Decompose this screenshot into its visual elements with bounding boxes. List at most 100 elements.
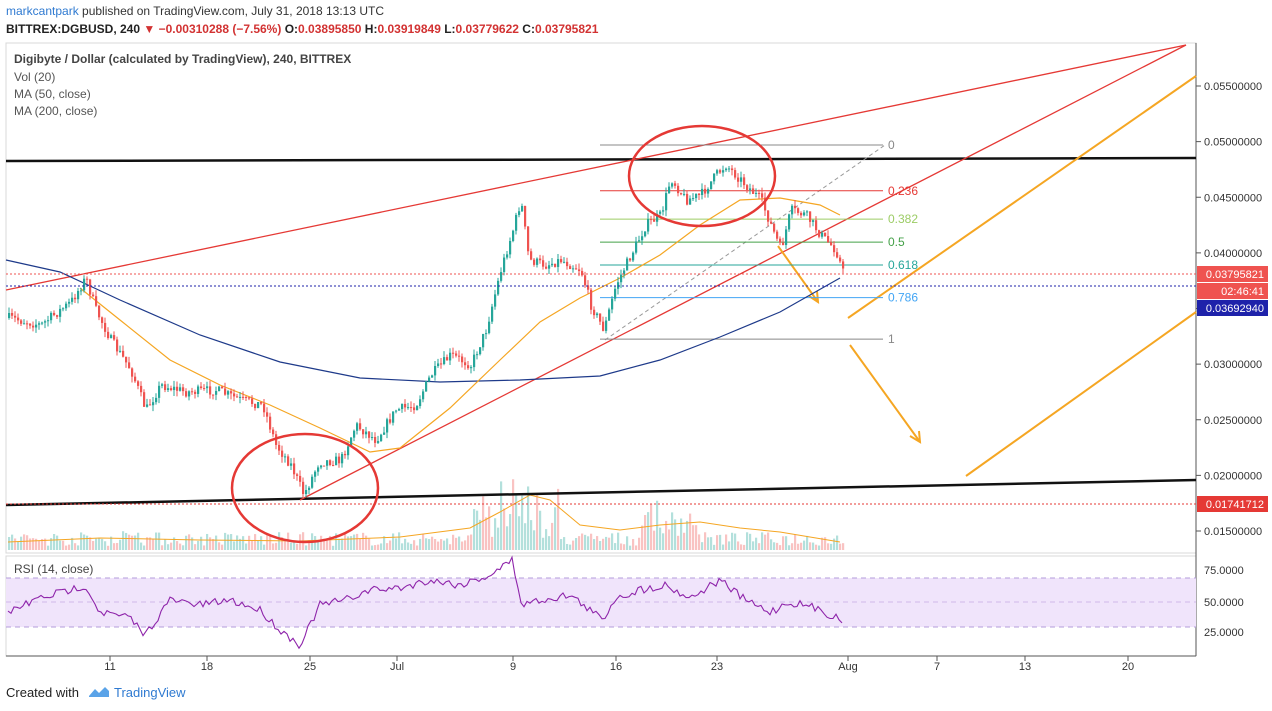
- volume-bar: [371, 545, 374, 550]
- volume-bar: [839, 543, 842, 550]
- candle-body: [290, 463, 293, 466]
- volume-bar: [719, 534, 722, 550]
- candle-body: [392, 411, 395, 423]
- volume-bar: [692, 525, 695, 550]
- time-tick-label: 11: [104, 661, 115, 673]
- volume-bar: [263, 544, 266, 550]
- author-link[interactable]: markcantpark: [6, 4, 79, 18]
- candle-body: [422, 391, 425, 400]
- volume-bar: [503, 508, 506, 550]
- candle-body: [101, 317, 104, 323]
- candle-body: [692, 198, 695, 200]
- candle-body: [461, 356, 464, 363]
- time-tick-label: 7: [934, 661, 940, 673]
- candle-body: [785, 229, 788, 246]
- candle-body: [227, 391, 230, 395]
- volume-bar: [125, 532, 128, 550]
- volume-bar: [530, 520, 533, 550]
- candle-body: [362, 429, 365, 435]
- candle-body: [515, 214, 518, 231]
- volume-bar: [737, 541, 740, 550]
- candle-body: [548, 265, 551, 269]
- volume-bar: [626, 536, 629, 550]
- ohlc-l-label: L:: [444, 22, 456, 36]
- candle-body: [23, 323, 26, 325]
- candle-body: [83, 278, 86, 291]
- volume-bar: [62, 540, 65, 550]
- candle-body: [779, 238, 782, 243]
- candle-body: [8, 313, 11, 318]
- price-tick-label: 0.04000000: [1204, 248, 1262, 260]
- volume-bar: [341, 538, 344, 550]
- candle-body: [635, 241, 638, 253]
- candle-body: [731, 168, 734, 171]
- candle-body: [758, 192, 761, 194]
- candle-body: [578, 269, 581, 272]
- volume-bar: [644, 515, 647, 550]
- candle-body: [59, 308, 62, 317]
- candle-body: [245, 396, 248, 398]
- upper-red-trendline: [5, 44, 1187, 291]
- volume-bar: [767, 532, 770, 550]
- volume-bar: [779, 545, 782, 550]
- candle-body: [41, 322, 44, 324]
- candle-body: [680, 193, 683, 195]
- resistance-line: [5, 156, 1197, 163]
- volume-bar: [377, 544, 380, 550]
- volume-bar: [365, 535, 368, 550]
- candle-body: [482, 333, 485, 348]
- support-line: [5, 478, 1197, 507]
- time-tick-label: 20: [1122, 661, 1134, 673]
- volume-bar: [467, 535, 470, 550]
- volume-bar: [38, 540, 41, 550]
- volume-bar: [488, 506, 491, 550]
- symbol: BITTREX:DGBUSD, 240: [6, 22, 141, 36]
- volume-bar: [815, 544, 818, 550]
- volume-bar: [230, 534, 233, 550]
- candle-body: [689, 198, 692, 205]
- price-label-text: 0.03795821: [1206, 269, 1264, 281]
- candle-body: [806, 211, 809, 213]
- volume-bar: [242, 536, 245, 550]
- ma50-line: [79, 197, 841, 453]
- volume-bar: [596, 536, 599, 550]
- candle-body: [722, 170, 725, 173]
- volume-bar: [344, 534, 347, 550]
- volume-bar: [623, 544, 626, 550]
- candle-body: [335, 456, 338, 466]
- candle-body: [788, 214, 791, 230]
- candle-body: [626, 258, 629, 271]
- chart-title: Digibyte / Dollar (calculated by Trading…: [14, 52, 352, 66]
- volume-bar: [437, 541, 440, 550]
- volume-bar: [419, 538, 422, 550]
- volume-bar: [236, 535, 239, 550]
- volume-bar: [167, 544, 170, 550]
- volume-bar: [833, 538, 836, 550]
- candle-body: [557, 259, 560, 267]
- candle-body: [812, 220, 815, 222]
- tradingview-link[interactable]: TradingView: [114, 685, 186, 700]
- candle-body: [473, 354, 476, 368]
- ohlc-open: 0.03895850: [298, 22, 362, 36]
- candle-body: [464, 362, 467, 366]
- price-label-text: 0.01741712: [1206, 499, 1264, 511]
- volume-bar: [155, 532, 158, 550]
- volume-bar: [650, 503, 653, 550]
- fib-level-label: 0.786: [888, 291, 918, 305]
- volume-bar: [734, 533, 737, 550]
- volume-bar: [101, 538, 104, 550]
- volume-bar: [710, 537, 713, 550]
- candle-body: [356, 423, 359, 431]
- volume-bar: [248, 535, 251, 550]
- candle-body: [359, 423, 362, 430]
- volume-bar: [170, 542, 173, 550]
- volume-bar: [215, 535, 218, 550]
- volume-bar: [776, 542, 779, 550]
- volume-bar: [290, 542, 293, 550]
- volume-bar: [677, 535, 680, 550]
- candle-body: [554, 263, 557, 267]
- candle-body: [458, 355, 461, 357]
- volume-bar: [803, 540, 806, 550]
- volume-bar: [266, 534, 269, 550]
